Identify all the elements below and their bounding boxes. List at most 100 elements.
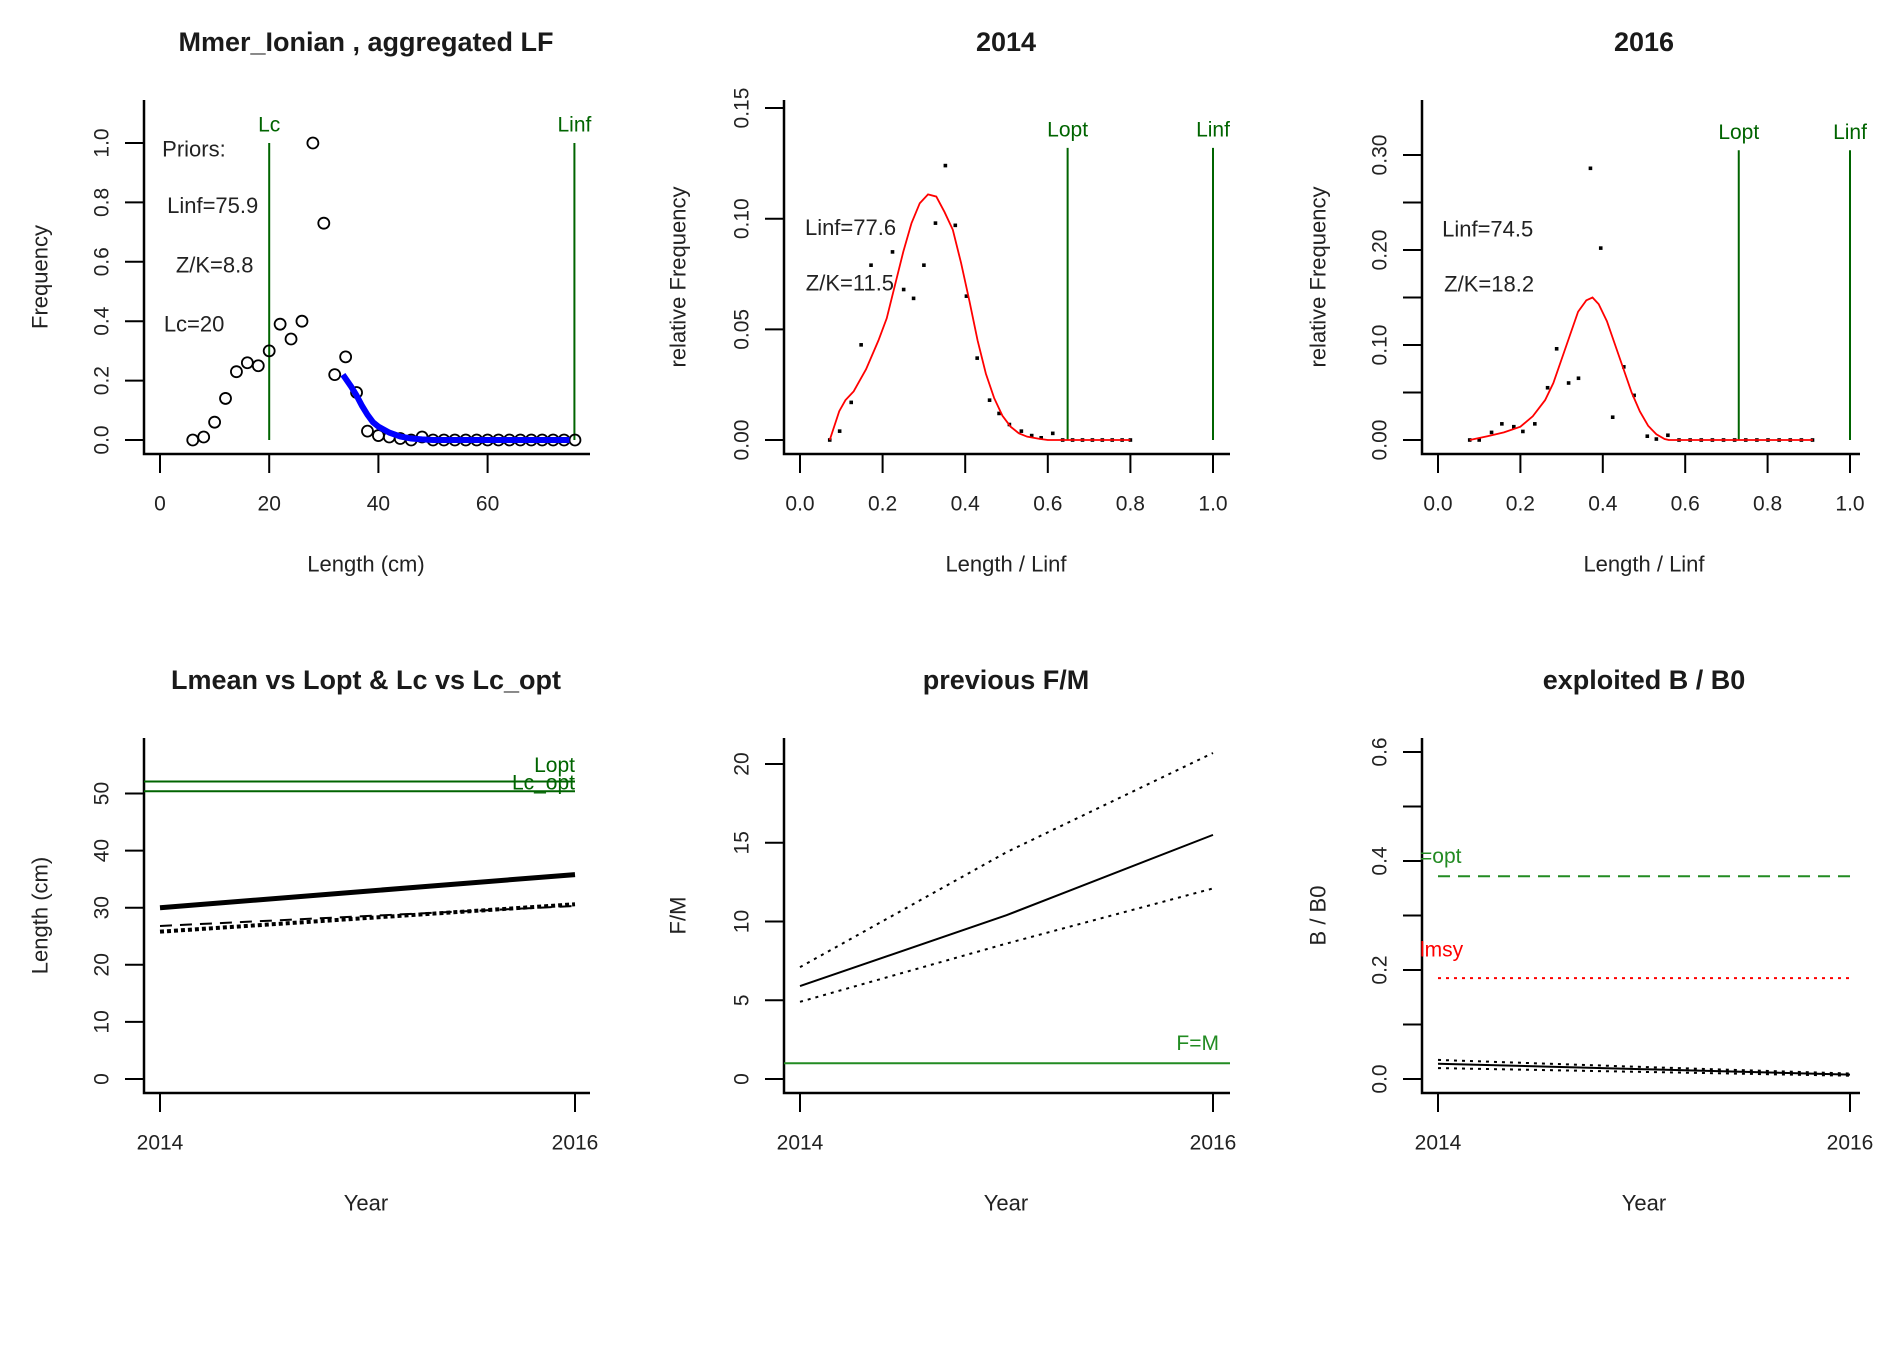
chart-title: 2014	[976, 27, 1036, 57]
x-tick-label: 0	[154, 493, 166, 516]
series-line	[159, 872, 576, 911]
y-tick-label: 0.4	[91, 306, 114, 336]
series-line	[1437, 1058, 1851, 1075]
y-tick-label: 20	[91, 953, 114, 976]
data-point	[262, 344, 276, 358]
y-tick-label: 20	[731, 752, 754, 775]
y-tick-label: 40	[91, 839, 114, 862]
x-tick-label: 2016	[1190, 1132, 1237, 1155]
x-tick-label: 2014	[137, 1132, 184, 1155]
ref-line-label: Linf	[1833, 121, 1867, 144]
data-point	[361, 424, 374, 438]
x-tick-label: 0.4	[951, 493, 981, 516]
data-point	[1500, 422, 1504, 426]
data-point	[1666, 433, 1670, 438]
y-axis-label: relative Frequency	[666, 187, 691, 368]
x-tick-label: 60	[476, 493, 499, 516]
x-tick-label: 0.6	[1671, 493, 1700, 516]
chart-panel-1: Mmer_Ionian , aggregated LF Length (cm) Fr…	[28, 27, 592, 577]
data-point	[859, 343, 863, 347]
series-line	[799, 833, 1214, 988]
y-tick-label: 30	[91, 896, 114, 919]
y-tick-label: 0.10	[731, 198, 754, 239]
y-tick-label: 0.15	[731, 88, 754, 129]
chart-panel-6: exploited B / B0 Year B / B0 2014 2016 0.0 0.2…	[1306, 665, 1874, 1216]
x-tick-label: 0.6	[1033, 493, 1062, 516]
data-point	[251, 359, 265, 373]
y-tick-label: 0.20	[1369, 230, 1392, 271]
y-tick-label: 0.30	[1369, 135, 1392, 176]
ref-line-label: Lopt	[534, 754, 575, 777]
axis-frame	[1420, 738, 1860, 1095]
annotation-text: Z/K=18.2	[1444, 272, 1534, 297]
data-point	[295, 314, 309, 328]
x-axis-label: Length (cm)	[307, 552, 424, 577]
y-tick-label: 0.10	[1369, 325, 1392, 366]
ref-line-label: Linf	[1196, 118, 1230, 141]
y-axis-label: Length (cm)	[28, 857, 53, 974]
data-point	[1521, 429, 1525, 434]
axis-frame	[142, 100, 590, 456]
x-tick-label: 0.2	[868, 493, 897, 516]
data-point	[943, 163, 948, 168]
x-tick-label: 20	[258, 493, 281, 516]
data-point	[922, 263, 926, 267]
y-tick-label: 0.0	[1369, 1064, 1392, 1093]
data-point	[240, 356, 254, 370]
data-point	[1512, 424, 1516, 429]
x-axis-label: Year	[344, 1191, 388, 1216]
data-point	[901, 287, 906, 292]
ref-line-label: Linf	[557, 114, 591, 137]
data-point	[849, 400, 854, 405]
chart-panel-4: Lmean vs Lopt & Lc vs Lc_opt Year Length (…	[28, 665, 599, 1216]
data-point	[317, 216, 331, 230]
data-point	[1632, 393, 1636, 398]
data-point	[1576, 376, 1581, 381]
x-tick-label: 2016	[552, 1132, 599, 1155]
data-point	[933, 221, 938, 225]
data-point	[219, 392, 232, 405]
data-point	[1477, 438, 1481, 442]
data-point	[1554, 347, 1559, 351]
series-line	[159, 902, 576, 934]
annotation-text: Linf=74.5	[1442, 217, 1533, 242]
y-tick-label: 0.00	[1369, 420, 1392, 461]
y-axis-label: relative Frequency	[1306, 187, 1331, 368]
data-point	[890, 250, 895, 254]
annotation-text: Z/K=8.8	[176, 252, 254, 277]
data-point	[1610, 415, 1615, 419]
ref-line-label: Lopt	[1718, 121, 1759, 144]
data-point	[208, 415, 222, 429]
ref-line-label: Lc	[258, 114, 280, 137]
chart-title: Lmean vs Lopt & Lc vs Lc_opt	[171, 665, 561, 695]
data-point	[1566, 381, 1571, 385]
series-line	[159, 904, 576, 927]
x-axis-label: Length / Linf	[1583, 552, 1705, 577]
data-point	[230, 365, 243, 379]
x-tick-label: 2014	[1415, 1132, 1462, 1155]
y-tick-label: 0.2	[91, 366, 114, 395]
y-axis-label: Frequency	[28, 225, 53, 329]
data-point	[1467, 438, 1472, 442]
series-line	[799, 887, 1214, 1003]
y-tick-label: 0.8	[91, 188, 114, 217]
data-point	[964, 294, 969, 298]
data-point	[953, 223, 958, 228]
y-tick-label: 0.2	[1369, 955, 1392, 984]
annotation-text: Priors:	[162, 136, 226, 161]
ref-line-label: =opt	[1420, 845, 1462, 868]
fitted-curve	[828, 193, 1131, 441]
data-point	[1029, 433, 1034, 438]
data-point	[1545, 385, 1550, 390]
chart-panel-5: previous F/M Year F/M 2014 2016 0 5 10 15 20 F=M	[666, 665, 1237, 1216]
data-point	[328, 368, 342, 382]
x-tick-label: 0.0	[785, 493, 814, 516]
y-tick-label: 10	[731, 910, 754, 933]
x-tick-label: 2014	[777, 1132, 824, 1155]
x-tick-label: 2016	[1827, 1132, 1874, 1155]
annotation-text: Lc=20	[164, 312, 225, 337]
axis-frame	[782, 738, 1230, 1095]
chart-title: exploited B / B0	[1543, 665, 1746, 695]
y-tick-label: 0.6	[91, 247, 114, 276]
